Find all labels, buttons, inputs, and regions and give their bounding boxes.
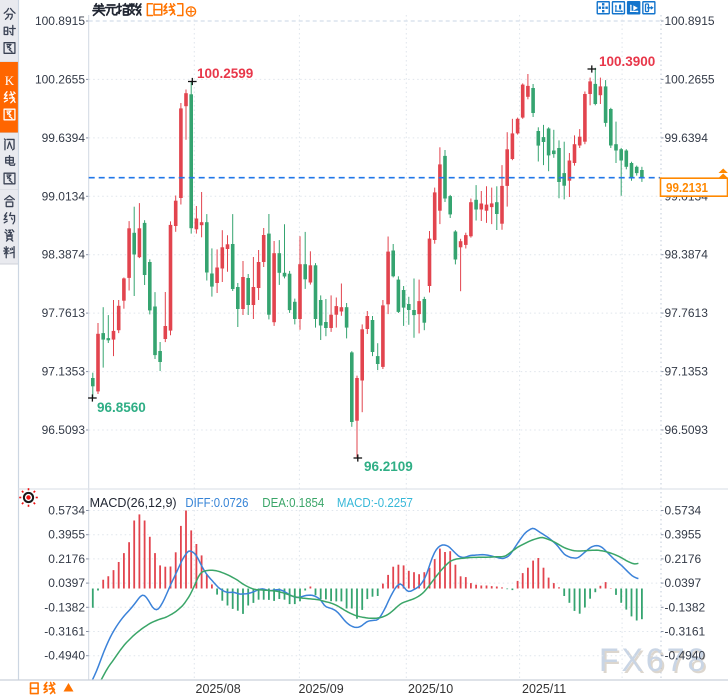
svg-text:96.5093: 96.5093: [665, 423, 709, 437]
svg-text:-0.1382: -0.1382: [665, 600, 706, 614]
svg-text:0.3955: 0.3955: [48, 528, 85, 542]
svg-text:-0.3161: -0.3161: [665, 625, 706, 639]
svg-text:97.1353: 97.1353: [665, 365, 709, 379]
svg-text:MACD:-0.2257: MACD:-0.2257: [337, 495, 413, 510]
svg-text:0.3955: 0.3955: [665, 528, 702, 542]
svg-text:DIFF:0.0726: DIFF:0.0726: [185, 495, 248, 510]
svg-text:97.7613: 97.7613: [42, 306, 86, 320]
svg-text:100.2655: 100.2655: [665, 72, 715, 86]
svg-text:100.3900: 100.3900: [599, 54, 655, 69]
svg-text:99.6394: 99.6394: [42, 131, 86, 145]
svg-text:96.8560: 96.8560: [97, 400, 146, 415]
svg-text:2025/08: 2025/08: [196, 682, 241, 696]
svg-text:2025/10: 2025/10: [408, 682, 453, 696]
svg-text:-0.3161: -0.3161: [44, 625, 85, 639]
svg-text:99.2131: 99.2131: [666, 180, 708, 195]
svg-text:97.7613: 97.7613: [665, 306, 709, 320]
svg-text:-0.1382: -0.1382: [44, 600, 85, 614]
svg-text:FX678: FX678: [599, 642, 708, 678]
svg-text:98.3874: 98.3874: [665, 248, 709, 262]
svg-text:96.5093: 96.5093: [42, 423, 86, 437]
svg-text:98.3874: 98.3874: [42, 248, 86, 262]
svg-text:0.5734: 0.5734: [48, 504, 85, 518]
svg-text:DEA:0.1854: DEA:0.1854: [262, 495, 324, 510]
svg-text:97.1353: 97.1353: [42, 365, 86, 379]
svg-text:-0.4940: -0.4940: [44, 649, 85, 663]
svg-text:96.2109: 96.2109: [364, 459, 413, 474]
svg-text:100.2599: 100.2599: [197, 66, 253, 81]
svg-text:-0.4940: -0.4940: [665, 649, 706, 663]
svg-text:99.6394: 99.6394: [665, 131, 709, 145]
svg-text:FX678: FX678: [601, 644, 710, 680]
svg-text:0.0397: 0.0397: [48, 576, 85, 590]
svg-text:K: K: [5, 73, 15, 88]
svg-text:2025/11: 2025/11: [522, 682, 566, 696]
svg-text:100.2655: 100.2655: [35, 72, 85, 86]
svg-text:100.8915: 100.8915: [665, 14, 715, 28]
svg-text:2025/09: 2025/09: [299, 682, 344, 696]
svg-text:0.2176: 0.2176: [48, 552, 85, 566]
svg-text:0.0397: 0.0397: [665, 576, 702, 590]
svg-text:MACD(26,12,9): MACD(26,12,9): [90, 495, 177, 510]
svg-text:99.0134: 99.0134: [42, 189, 86, 203]
svg-text:100.8915: 100.8915: [35, 14, 85, 28]
svg-text:0.5734: 0.5734: [665, 504, 702, 518]
svg-text:0.2176: 0.2176: [665, 552, 702, 566]
